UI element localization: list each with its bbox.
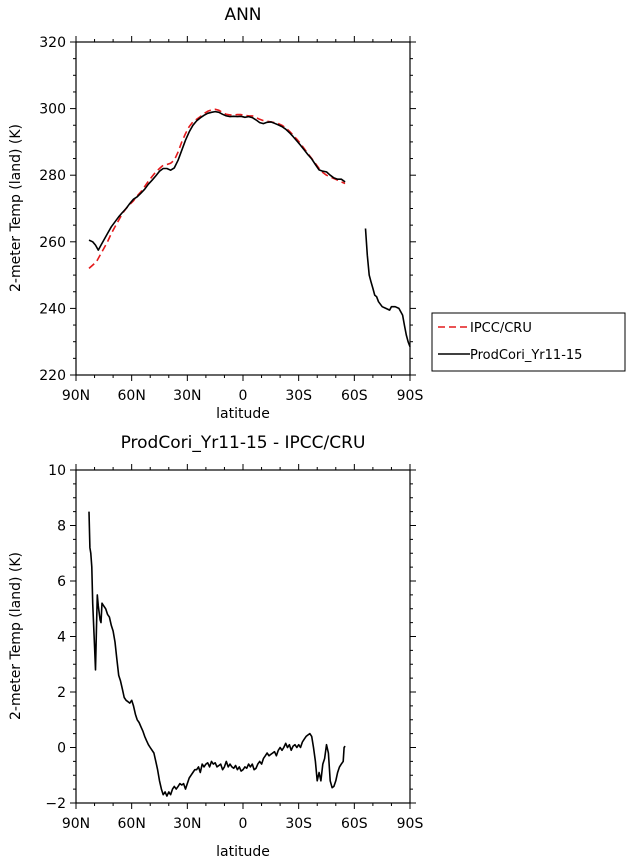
x-tick-label: 60S	[341, 816, 368, 832]
top-x-axis-label: latitude	[216, 406, 270, 422]
x-tick-label: 30N	[173, 816, 201, 832]
series-line-prodcori-yr11-15-seg0	[88, 110, 346, 251]
x-tick-label: 30N	[173, 388, 201, 404]
legend-label-prodcori: ProdCori_Yr11-15	[470, 348, 582, 363]
x-tick-label: 60N	[118, 388, 146, 404]
y-tick-label: 280	[39, 168, 66, 184]
y-tick-label: 300	[39, 102, 66, 118]
bottom-chart-title: ProdCori_Yr11-15 - IPCC/CRU	[121, 433, 366, 453]
bottom-x-axis-label: latitude	[216, 844, 270, 860]
top-y-axis-label: 2-meter Temp (land) (K)	[8, 124, 24, 292]
top-chart-title: ANN	[224, 5, 261, 25]
legend: IPCC/CRU ProdCori_Yr11-15	[431, 312, 626, 372]
x-tick-label: 30S	[285, 816, 312, 832]
y-tick-label: 0	[57, 741, 66, 757]
legend-box	[431, 312, 626, 372]
x-tick-label: 90N	[62, 816, 90, 832]
bottom-plot-frame	[75, 469, 411, 804]
x-tick-label: 90N	[62, 388, 90, 404]
y-tick-label: 4	[57, 630, 66, 646]
series-line-prodcori-yr11-15-seg1	[364, 228, 411, 347]
x-tick-label: 90S	[397, 816, 424, 832]
y-tick-label: 8	[57, 519, 66, 535]
bottom-y-axis-label: 2-meter Temp (land) (K)	[8, 552, 24, 720]
y-tick-label: 10	[48, 463, 66, 479]
legend-label-ipcc-cru: IPCC/CRU	[470, 321, 532, 336]
top-chart: ANN 90N 60N 30N 0 30S 60S 90S 220 240 260 280 300 32…	[8, 5, 626, 422]
y-tick-label: 6	[57, 574, 66, 590]
series-line-prodcori-yr11-15-ipcc-cru-seg0	[88, 511, 346, 797]
y-tick-label: 240	[39, 301, 66, 317]
x-tick-label: 90S	[397, 388, 424, 404]
top-plot-frame	[75, 41, 411, 376]
series-line-ipcc-cru-seg0	[88, 108, 346, 269]
y-tick-label: −2	[45, 796, 66, 812]
y-tick-label: 260	[39, 235, 66, 251]
y-tick-label: 320	[39, 35, 66, 51]
bottom-chart: ProdCori_Yr11-15 - IPCC/CRU 90N 60N 30N 0 30…	[8, 433, 423, 860]
y-tick-label: 220	[39, 368, 66, 384]
y-tick-label: 2	[57, 685, 66, 701]
x-tick-label: 0	[239, 388, 248, 404]
x-tick-label: 30S	[285, 388, 312, 404]
x-tick-label: 60S	[341, 388, 368, 404]
x-tick-label: 60N	[118, 816, 146, 832]
x-tick-label: 0	[239, 816, 248, 832]
